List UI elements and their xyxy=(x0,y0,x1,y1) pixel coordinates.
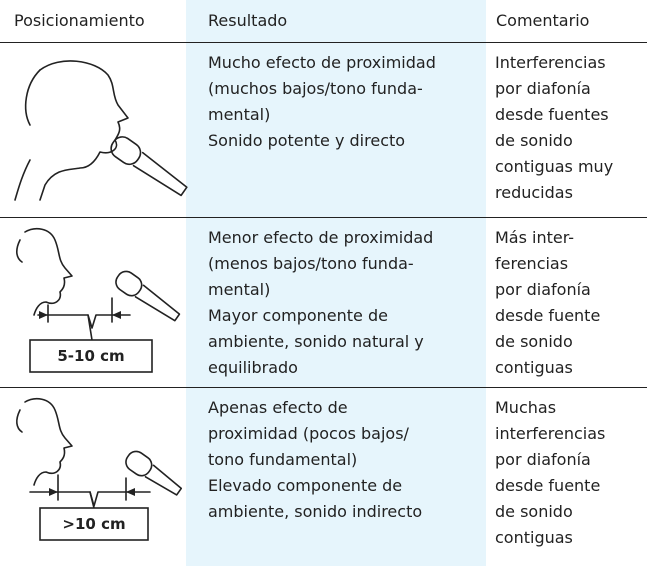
text-line: ferencias xyxy=(495,254,569,273)
header-cell: Posicionamiento xyxy=(14,11,145,30)
result-cell: Menor efecto de proximidad (menos bajos/t… xyxy=(208,225,433,381)
text-line: (menos bajos/tono funda- xyxy=(208,254,414,273)
text-line: desde fuente xyxy=(495,476,601,495)
text-line: desde fuentes xyxy=(495,105,609,124)
highlight-column xyxy=(186,0,486,566)
text-line: de sonido xyxy=(495,131,573,150)
text-line: contiguas xyxy=(495,528,573,547)
illustration-far: >10 cm xyxy=(16,397,183,541)
illustration-medium: 5-10 cm xyxy=(16,227,181,373)
text-line: por diafonía xyxy=(495,79,591,98)
comment-cell: Muchas interferencias por diafonía desde fu… xyxy=(495,395,605,551)
text-line: Mucho efecto de proximidad xyxy=(208,53,436,72)
text-line: Sonido potente y directo xyxy=(208,131,406,150)
distance-label: >10 cm xyxy=(62,515,125,533)
text-line: Interferencias xyxy=(495,53,606,72)
result-cell: Apenas efecto de proximidad (pocos bajos/… xyxy=(208,395,422,525)
text-line: Mayor componente de xyxy=(208,306,388,325)
header-cell: Comentario xyxy=(496,11,590,30)
text-line: mental) xyxy=(208,280,271,299)
distance-label: 5-10 cm xyxy=(57,347,124,365)
row-rule xyxy=(0,42,647,43)
text-line: interferencias xyxy=(495,424,606,443)
header-cell: Resultado xyxy=(208,11,288,30)
text-line: ambiente, sonido indirecto xyxy=(208,502,423,521)
text-line: proximidad (pocos bajos/ xyxy=(208,424,409,443)
text-line: de sonido xyxy=(495,332,573,351)
text-line: (muchos bajos/tono funda- xyxy=(208,79,423,98)
text-line: de sonido xyxy=(495,502,573,521)
text-line: tono fundamental) xyxy=(208,450,358,469)
text-line: equilibrado xyxy=(208,358,298,377)
text-line: Más inter- xyxy=(495,228,575,247)
text-line: contiguas xyxy=(495,358,573,377)
text-line: por diafonía xyxy=(495,280,591,299)
illustration-close xyxy=(14,60,188,201)
text-line: Muchas xyxy=(495,398,557,417)
result-cell: Mucho efecto de proximidad (muchos bajos/… xyxy=(208,50,436,154)
text-line: ambiente, sonido natural y xyxy=(208,332,424,351)
row-rule xyxy=(0,387,647,388)
text-line: por diafonía xyxy=(495,450,591,469)
text-line: mental) xyxy=(208,105,271,124)
text-line: Menor efecto de proximidad xyxy=(208,228,434,247)
text-line: Elevado componente de xyxy=(208,476,403,495)
row-rule xyxy=(0,217,647,218)
text-line: contiguas muy xyxy=(495,157,614,176)
comment-cell: Interferencias por diafonía desde fuentes d… xyxy=(495,50,613,206)
text-line: reducidas xyxy=(495,183,573,202)
text-line: desde fuente xyxy=(495,306,601,325)
comment-cell: Más inter-ferencias por diafonía desde fue… xyxy=(495,225,600,381)
text-line: Apenas efecto de xyxy=(208,398,348,417)
